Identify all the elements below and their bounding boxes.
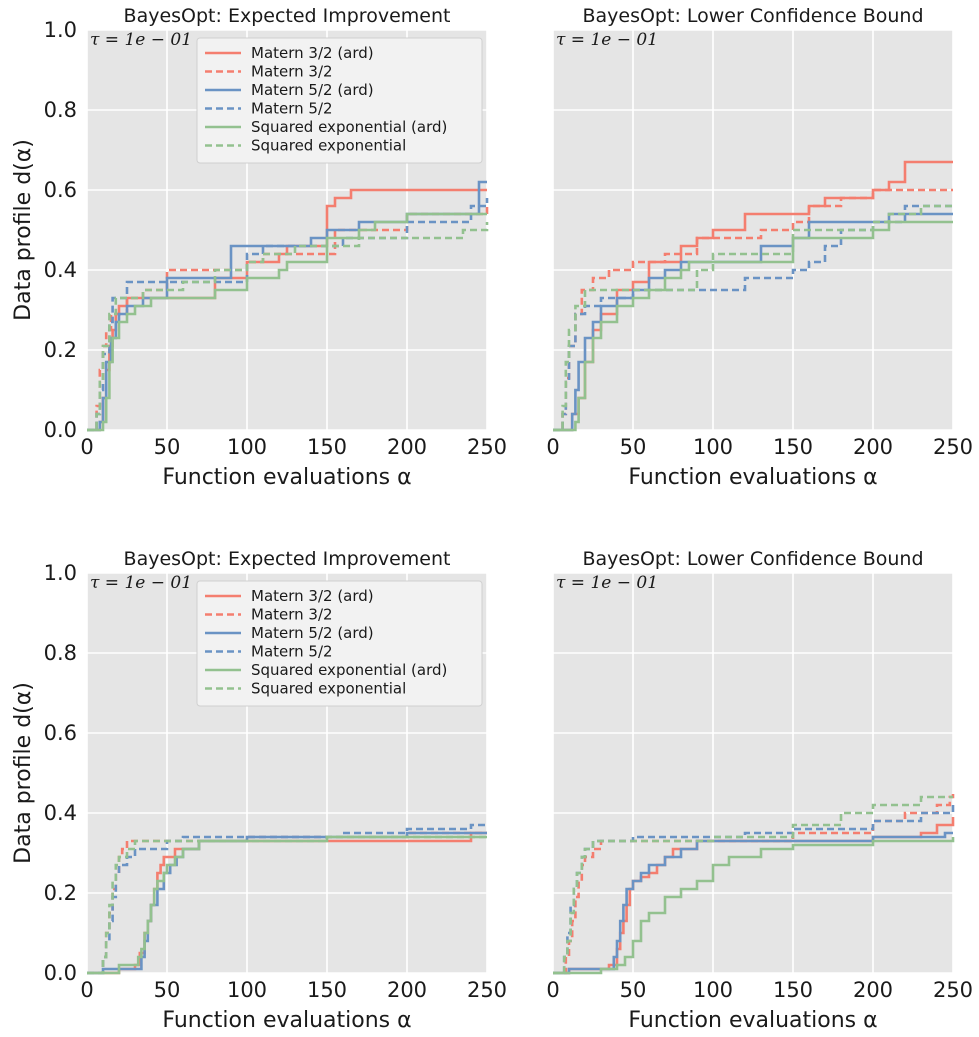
legend-label: Matern 3/2 xyxy=(251,63,333,81)
x-tick-label: 200 xyxy=(853,435,893,459)
legend-frame xyxy=(196,580,483,707)
legend-label: Matern 3/2 xyxy=(251,606,333,624)
x-tick-label: 50 xyxy=(154,978,181,1002)
x-tick-label: 150 xyxy=(773,978,813,1002)
legend-label: Matern 5/2 (ard) xyxy=(251,81,374,99)
x-tick-label: 100 xyxy=(227,978,267,1002)
y-tick-label: 0.6 xyxy=(44,178,77,202)
x-tick-label: 200 xyxy=(387,978,427,1002)
plot-area xyxy=(553,573,953,973)
x-tick-label: 100 xyxy=(227,435,267,459)
series-line-matern-5-2 xyxy=(87,823,487,975)
y-tick-label: 0.6 xyxy=(44,721,77,745)
y-axis-label: Data profile d(α) xyxy=(11,682,36,864)
y-tick-label: 1.0 xyxy=(44,561,77,585)
legend-label: Matern 3/2 (ard) xyxy=(251,587,374,605)
subplot-1: 0 50 100 150 200 250 0.0 0.2 0.4 0.6 0.8 1.0 BayesOp… xyxy=(11,5,507,490)
legend-label: Squared exponential (ard) xyxy=(251,661,447,679)
tau-annotation: τ = 1e − 01 xyxy=(90,573,192,593)
x-tick-label: 50 xyxy=(620,435,647,459)
legend-label: Matern 5/2 (ard) xyxy=(251,624,374,642)
series-line-squared-exponential xyxy=(553,795,953,975)
y-tick-label: 0.4 xyxy=(44,258,77,282)
subplot-title: BayesOpt: Lower Confidence Bound xyxy=(582,548,923,570)
series-line-squared-exponential xyxy=(87,835,487,975)
x-axis-label: Function evaluations α xyxy=(162,465,411,490)
y-tick-label: 0.0 xyxy=(44,418,77,442)
subplot-title: BayesOpt: Lower Confidence Bound xyxy=(582,5,923,27)
series-line-squared-exponential-ard- xyxy=(87,212,487,432)
legend-label: Matern 5/2 xyxy=(251,643,333,661)
x-tick-label: 250 xyxy=(933,435,973,459)
series-line-squared-exponential-ard- xyxy=(87,835,487,975)
series-group xyxy=(553,793,955,975)
series-line-squared-exponential-ard- xyxy=(553,837,955,975)
legend-label: Matern 5/2 xyxy=(251,100,333,118)
x-tick-label: 150 xyxy=(773,435,813,459)
subplot-2: 0 50 100 150 200 250 BayesOpt: Lower Confidenc… xyxy=(546,5,973,490)
y-tick-label: 0.8 xyxy=(44,641,77,665)
y-tick-label: 0.2 xyxy=(44,338,77,362)
subplot-title: BayesOpt: Expected Improvement xyxy=(124,5,451,27)
legend-label: Squared exponential xyxy=(251,680,406,698)
legend-label: Squared exponential xyxy=(251,137,406,155)
y-tick-label: 0.0 xyxy=(44,961,77,985)
y-tick-label: 1.0 xyxy=(44,18,77,42)
tau-annotation: τ = 1e − 01 xyxy=(556,573,658,593)
x-axis-label: Function evaluations α xyxy=(628,1008,877,1033)
x-tick-label: 150 xyxy=(307,435,347,459)
x-tick-label: 200 xyxy=(387,435,427,459)
subplot-3: 0 50 100 150 200 250 0.0 0.2 0.4 0.6 0.8 1.0 BayesOp… xyxy=(11,548,507,1033)
plot-area xyxy=(553,30,953,430)
tau-annotation: τ = 1e − 01 xyxy=(90,30,192,50)
x-tick-label: 100 xyxy=(693,435,733,459)
x-tick-label: 250 xyxy=(467,435,507,459)
series-group xyxy=(87,180,489,432)
x-tick-label: 0 xyxy=(546,978,559,1002)
y-tick-label: 0.4 xyxy=(44,801,77,825)
x-tick-label: 0 xyxy=(80,435,93,459)
y-axis-label: Data profile d(α) xyxy=(11,139,36,321)
x-tick-label: 250 xyxy=(933,978,973,1002)
tau-annotation: τ = 1e − 01 xyxy=(556,30,658,50)
series-group xyxy=(553,160,953,432)
x-axis-label: Function evaluations α xyxy=(628,465,877,490)
x-tick-label: 50 xyxy=(154,435,181,459)
y-tick-label: 0.2 xyxy=(44,881,77,905)
y-tick-label: 0.8 xyxy=(44,98,77,122)
x-tick-label: 250 xyxy=(467,978,507,1002)
x-axis-label: Function evaluations α xyxy=(162,1008,411,1033)
subplot-title: BayesOpt: Expected Improvement xyxy=(124,548,451,570)
x-tick-label: 150 xyxy=(307,978,347,1002)
subplot-4: 0 50 100 150 200 250 BayesOpt: Lower Confidenc… xyxy=(546,548,973,1033)
legend-label: Matern 3/2 (ard) xyxy=(251,44,374,62)
series-line-squared-exponential xyxy=(553,204,953,432)
x-tick-label: 100 xyxy=(693,978,733,1002)
x-tick-label: 50 xyxy=(620,978,647,1002)
series-line-squared-exponential xyxy=(87,222,489,432)
series-group xyxy=(87,823,487,975)
x-tick-label: 0 xyxy=(546,435,559,459)
x-tick-label: 0 xyxy=(80,978,93,1002)
series-line-matern-5-2-ard- xyxy=(553,831,953,975)
x-tick-label: 200 xyxy=(853,978,893,1002)
legend-label: Squared exponential (ard) xyxy=(251,118,447,136)
legend-frame xyxy=(196,37,483,164)
